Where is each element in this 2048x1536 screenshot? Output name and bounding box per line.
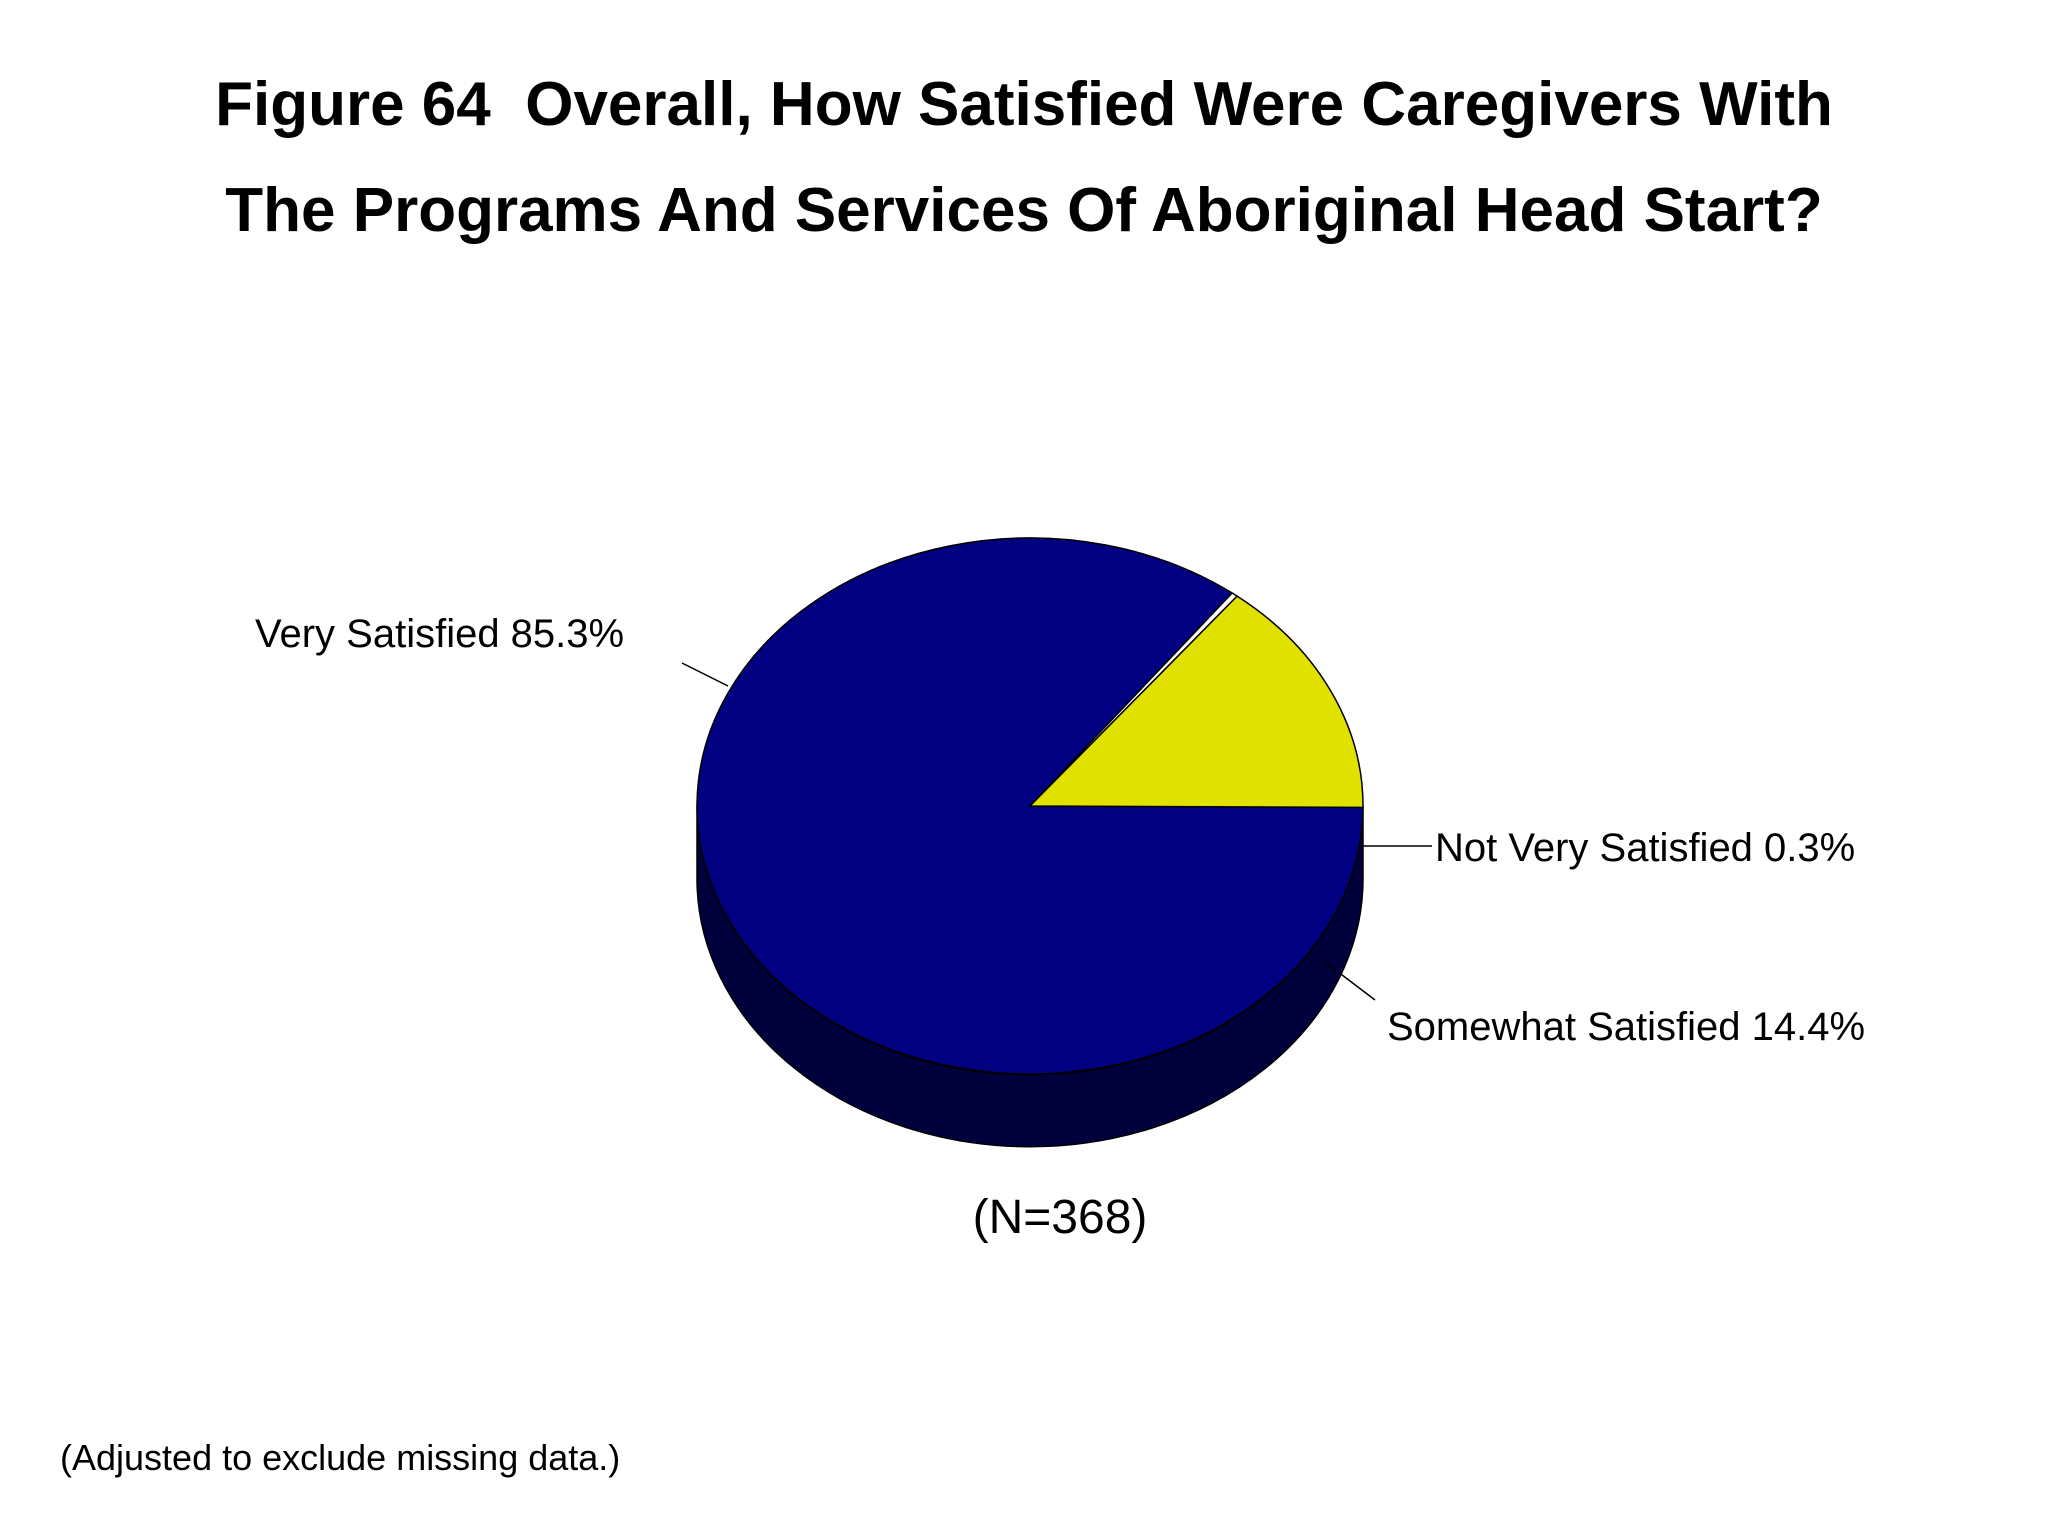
slice-label-not-very-satisfied: Not Very Satisfied 0.3% — [1435, 826, 1855, 870]
chart-title-line-2: The Programs And Services Of Aboriginal … — [225, 176, 1823, 245]
slice-label-very-satisfied: Very Satisfied 85.3% — [255, 612, 624, 656]
leader-line-very-satisfied — [681, 662, 729, 687]
leader-line-somewhat-satisfied — [1324, 961, 1376, 1001]
chart-title-line-1: Figure 64 Overall, How Satisfied Were Ca… — [215, 70, 1833, 139]
chart-title: Figure 64 Overall, How Satisfied Were Ca… — [0, 52, 2048, 264]
footnote: (Adjusted to exclude missing data.) — [60, 1437, 621, 1478]
sample-size-label: (N=368) — [972, 1191, 1148, 1244]
pie-labels: Very Satisfied 85.3% Not Very Satisfied 0… — [255, 612, 1865, 1049]
pie-slices — [696, 537, 1364, 1075]
slice-label-somewhat-satisfied: Somewhat Satisfied 14.4% — [1387, 1005, 1865, 1049]
pie-slice-somewhat-satisfied — [1028, 595, 1364, 809]
